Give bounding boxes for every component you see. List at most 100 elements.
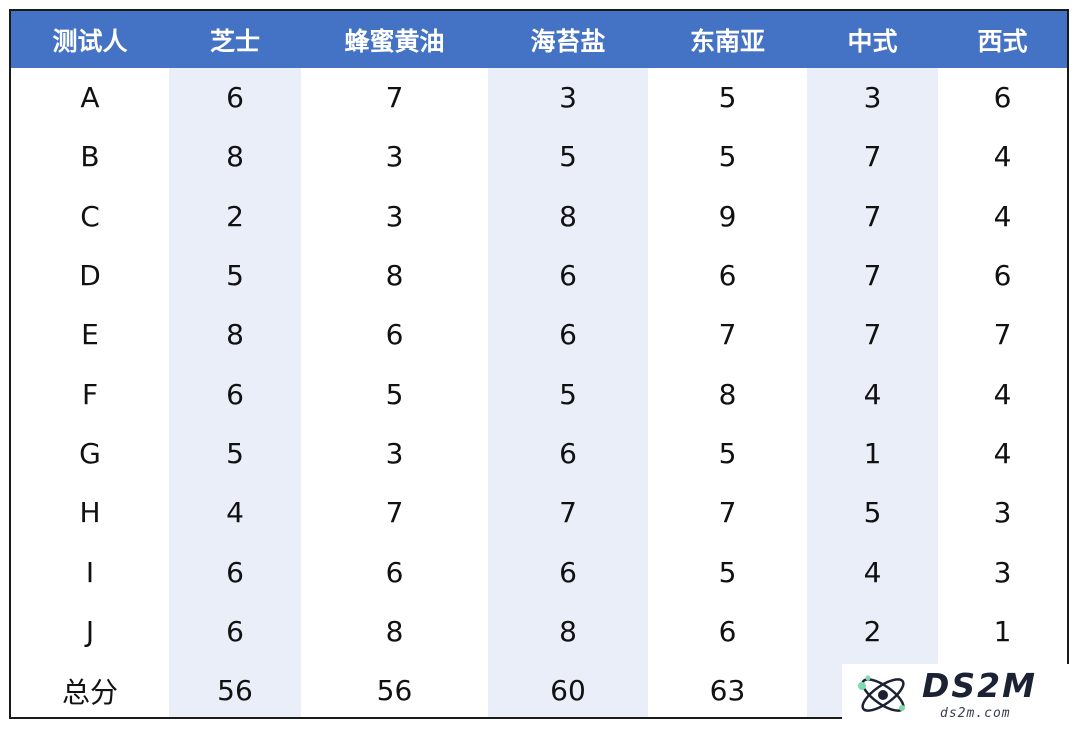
score-cell: 7 bbox=[993, 318, 1012, 352]
score-cell: 6 bbox=[385, 555, 404, 589]
score-cell: 7 bbox=[807, 305, 938, 365]
score-cell: 7 bbox=[385, 496, 404, 530]
watermark-title: DS2M bbox=[922, 666, 1037, 705]
score-cell: 3 bbox=[385, 436, 404, 470]
score-cell: 6 bbox=[488, 542, 648, 602]
score-cell: 4 bbox=[807, 364, 938, 424]
score-cell: 6 bbox=[169, 364, 301, 424]
score-cell: 7 bbox=[807, 245, 938, 306]
score-cell: 5 bbox=[807, 483, 938, 543]
table-row: F 6 5 5 8 4 4 bbox=[11, 364, 1067, 424]
table-row: A 6 7 3 5 3 6 bbox=[11, 68, 1067, 128]
score-cell: 56 bbox=[376, 674, 413, 708]
score-cell: 7 bbox=[385, 81, 404, 115]
tester-cell: B bbox=[80, 140, 100, 174]
score-cell: 4 bbox=[993, 436, 1012, 470]
tester-cell: F bbox=[81, 377, 99, 411]
score-cell: 2 bbox=[169, 186, 301, 246]
tester-cell: D bbox=[79, 259, 101, 293]
tester-cell: C bbox=[80, 199, 100, 233]
table-row: I 6 6 6 5 4 3 bbox=[11, 542, 1067, 602]
score-cell: 5 bbox=[488, 127, 648, 187]
atom-logo-icon bbox=[858, 675, 905, 712]
header-cell-western-style: 西式 bbox=[938, 11, 1067, 68]
table-row: B 8 3 5 5 7 4 bbox=[11, 127, 1067, 187]
table-row: E 8 6 6 7 7 7 bbox=[11, 305, 1067, 365]
score-cell: 7 bbox=[807, 186, 938, 246]
score-cell: 2 bbox=[807, 601, 938, 661]
score-cell: 8 bbox=[718, 377, 737, 411]
score-cell: 3 bbox=[807, 68, 938, 128]
score-cell: 7 bbox=[718, 318, 737, 352]
score-cell: 5 bbox=[718, 140, 737, 174]
header-cell-tester: 测试人 bbox=[11, 11, 169, 68]
header-row: 测试人 芝士 蜂蜜黄油 海苔盐 东南亚 中式 西式 bbox=[11, 11, 1067, 68]
header-cell-chinese-style: 中式 bbox=[807, 11, 938, 68]
table-row: G 5 3 6 5 1 4 bbox=[11, 423, 1067, 484]
watermark: DS2M ds2m.com bbox=[842, 664, 1072, 726]
header-cell-seaweed-salt: 海苔盐 bbox=[488, 11, 648, 68]
score-cell: 3 bbox=[385, 140, 404, 174]
table-row: J 6 8 8 6 2 1 bbox=[11, 601, 1067, 661]
score-cell: 6 bbox=[385, 318, 404, 352]
score-cell: 3 bbox=[993, 496, 1012, 530]
score-cell: 4 bbox=[993, 140, 1012, 174]
score-cell: 5 bbox=[488, 364, 648, 424]
tester-cell: I bbox=[85, 555, 95, 589]
header-cell-honey-butter: 蜂蜜黄油 bbox=[301, 11, 488, 68]
table-row: C 2 3 8 9 7 4 bbox=[11, 186, 1067, 246]
score-cell: 8 bbox=[488, 601, 648, 661]
tester-cell: E bbox=[81, 318, 99, 352]
score-cell: 8 bbox=[169, 127, 301, 187]
score-cell: 6 bbox=[718, 259, 737, 293]
score-cell: 1 bbox=[807, 423, 938, 484]
table-row: D 5 8 6 6 7 6 bbox=[11, 245, 1067, 306]
score-cell: 6 bbox=[993, 81, 1012, 115]
score-cell: 6 bbox=[488, 245, 648, 306]
score-cell: 60 bbox=[488, 660, 648, 717]
score-cell: 4 bbox=[993, 377, 1012, 411]
score-cell: 7 bbox=[488, 483, 648, 543]
score-cell: 8 bbox=[488, 186, 648, 246]
score-cell: 8 bbox=[385, 614, 404, 648]
score-cell: 7 bbox=[718, 496, 737, 530]
score-cell: 63 bbox=[709, 674, 746, 708]
score-cell: 7 bbox=[807, 127, 938, 187]
score-cell: 5 bbox=[718, 81, 737, 115]
tester-cell: G bbox=[79, 436, 101, 470]
score-cell: 4 bbox=[993, 199, 1012, 233]
score-cell: 3 bbox=[385, 199, 404, 233]
header-cell-southeast-asian: 东南亚 bbox=[648, 11, 807, 68]
tester-cell: A bbox=[80, 81, 100, 115]
score-cell: 56 bbox=[169, 660, 301, 717]
score-cell: 4 bbox=[807, 542, 938, 602]
score-cell: 1 bbox=[993, 614, 1012, 648]
score-cell: 5 bbox=[718, 436, 737, 470]
watermark-url: ds2m.com bbox=[940, 706, 1011, 721]
score-cell: 8 bbox=[385, 259, 404, 293]
score-cell: 6 bbox=[488, 423, 648, 484]
tester-cell: H bbox=[79, 496, 101, 530]
score-cell: 3 bbox=[488, 68, 648, 128]
tester-cell: J bbox=[85, 614, 95, 648]
score-cell: 4 bbox=[169, 483, 301, 543]
score-cell: 5 bbox=[385, 377, 404, 411]
score-cell: 6 bbox=[169, 601, 301, 661]
score-cell: 6 bbox=[718, 614, 737, 648]
score-cell: 6 bbox=[993, 259, 1012, 293]
score-cell: 5 bbox=[718, 555, 737, 589]
table-row: H 4 7 7 7 5 3 bbox=[11, 483, 1067, 543]
header-cell-cheese: 芝士 bbox=[169, 11, 301, 68]
score-cell: 5 bbox=[169, 423, 301, 484]
score-cell: 8 bbox=[169, 305, 301, 365]
score-cell: 6 bbox=[488, 305, 648, 365]
score-cell: 5 bbox=[169, 245, 301, 306]
score-cell: 6 bbox=[169, 68, 301, 128]
score-cell: 3 bbox=[993, 555, 1012, 589]
score-cell: 9 bbox=[718, 199, 737, 233]
score-cell: 6 bbox=[169, 542, 301, 602]
tester-cell: 总分 bbox=[61, 675, 118, 709]
